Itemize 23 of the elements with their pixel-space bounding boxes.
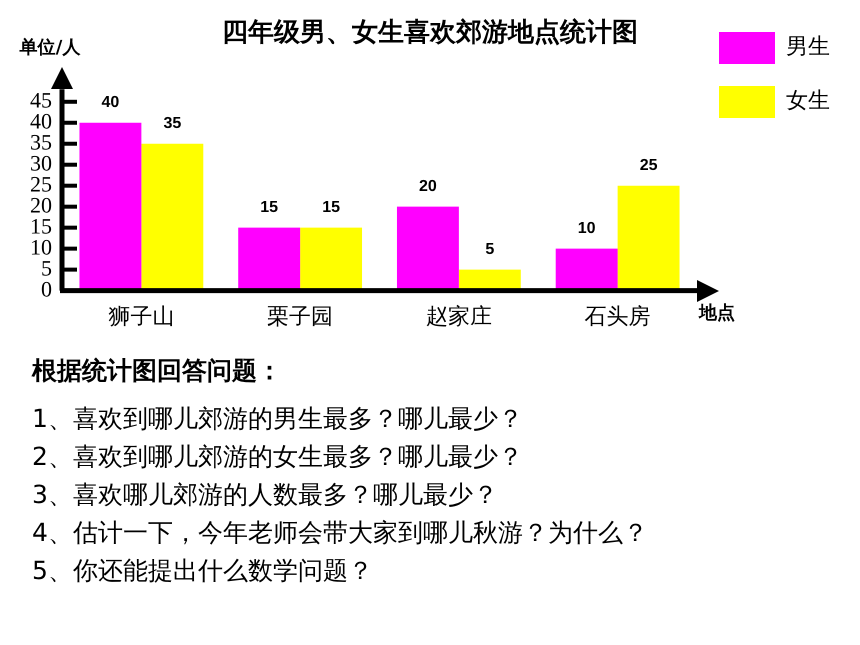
text: 根据统计图回答问题： bbox=[32, 355, 283, 387]
text: 3、喜欢哪儿郊游的人数最多？哪儿最少？ bbox=[32, 479, 499, 511]
text: 5、你还能提出什么数学问题？ bbox=[32, 555, 374, 587]
x-tick-label: 石头房 bbox=[584, 304, 651, 329]
legend-label: 男生 bbox=[786, 34, 830, 60]
data-label: 35 bbox=[163, 115, 182, 132]
text: 2、喜欢到哪儿郊游的女生最多？哪儿最少？ bbox=[32, 441, 524, 473]
x-tick-label: 栗子园 bbox=[267, 304, 334, 329]
x-tick-label: 赵家庄 bbox=[426, 304, 492, 329]
data-label: 15 bbox=[260, 199, 278, 216]
data-label: 40 bbox=[102, 94, 120, 112]
data-label: 5 bbox=[485, 241, 494, 258]
x-tick-label: 狮子山 bbox=[108, 304, 174, 329]
text: 4、估计一下，今年老师会带大家到哪儿秋游？为什么？ bbox=[32, 517, 649, 549]
text: 1、喜欢到哪儿郊游的男生最多？哪儿最少？ bbox=[32, 403, 524, 435]
data-label: 10 bbox=[578, 220, 596, 238]
data-label: 25 bbox=[640, 157, 658, 174]
x-axis-title: 地点 bbox=[698, 302, 735, 324]
y-axis-title: 单位/人 bbox=[18, 36, 82, 58]
data-label: 15 bbox=[322, 199, 340, 216]
chart-title: 四年级男、女生喜欢郊游地点统计图 bbox=[222, 17, 638, 48]
legend-label: 女生 bbox=[786, 88, 830, 114]
data-label: 20 bbox=[419, 178, 437, 196]
